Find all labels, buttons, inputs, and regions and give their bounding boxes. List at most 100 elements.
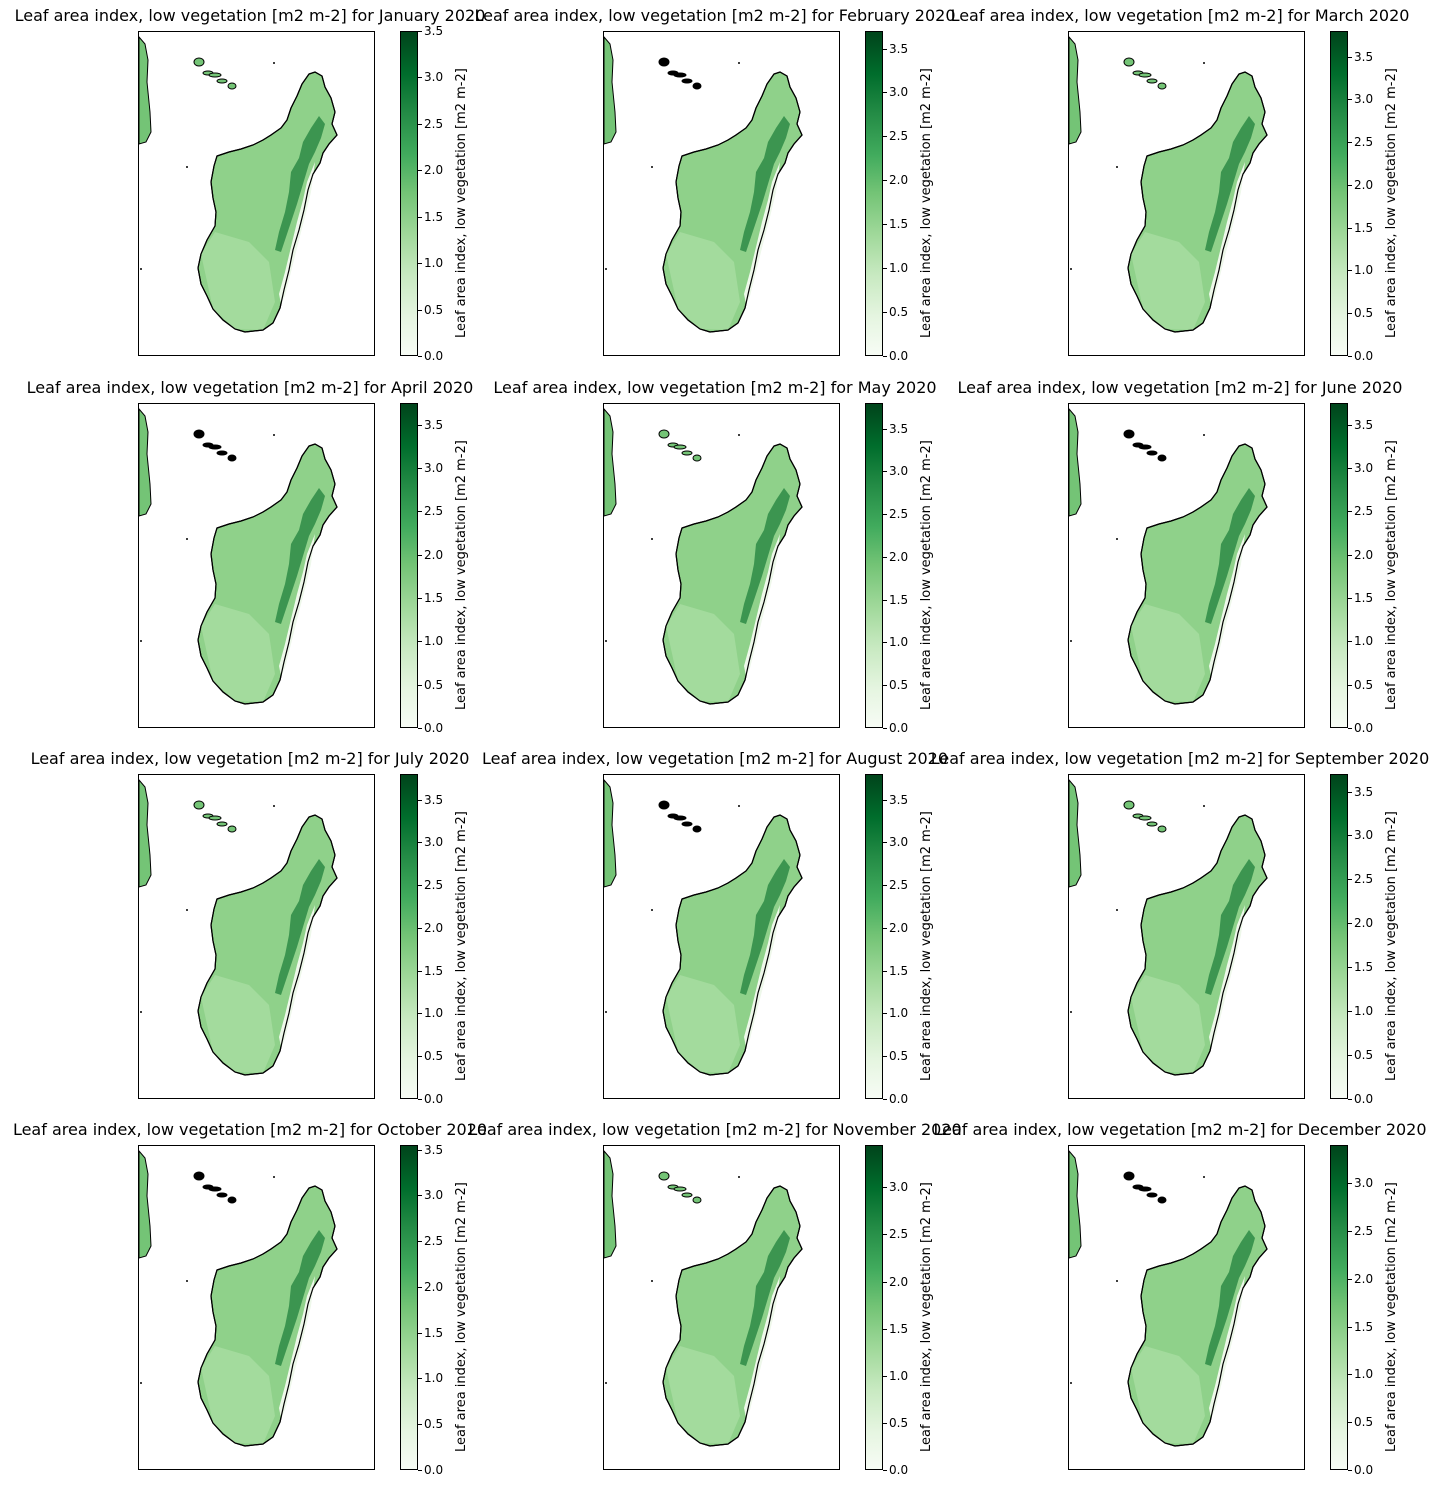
colorbar-tick-mark — [1348, 313, 1352, 314]
eastern-high-lai — [1205, 1230, 1255, 1366]
colorbar-tick-mark — [418, 728, 422, 729]
colorbar-tick-label: 2.0 — [889, 550, 909, 564]
colorbar — [865, 403, 883, 728]
colorbar-tick-label: 2.0 — [1354, 178, 1374, 192]
madagascar-map — [1069, 36, 1268, 333]
island — [681, 1192, 693, 1198]
panel-title: Leaf area index, low vegetation [m2 m-2]… — [481, 749, 949, 768]
island-dot — [1070, 268, 1072, 270]
colorbar-tick-label: 2.0 — [1354, 916, 1374, 930]
island-dot — [273, 434, 275, 436]
island — [1123, 1171, 1135, 1181]
colorbar-tick-label: 2.5 — [889, 878, 909, 892]
colorbar-tick-label: 0.0 — [424, 349, 444, 363]
island-dot — [273, 1176, 275, 1178]
panel-title: Leaf area index, low vegetation [m2 m-2]… — [468, 1120, 962, 1139]
island — [1138, 815, 1152, 821]
colorbar-label: Leaf area index, low vegetation [m2 m-2] — [1384, 68, 1399, 338]
colorbar-label: Leaf area index, low vegetation [m2 m-2] — [919, 1182, 934, 1452]
island-dot — [273, 62, 275, 64]
colorbar-tick-label: 3.0 — [1354, 461, 1374, 475]
colorbar-tick-label: 1.5 — [1354, 1320, 1374, 1334]
colorbar-label: Leaf area index, low vegetation [m2 m-2] — [919, 68, 934, 338]
island — [1138, 1186, 1152, 1192]
colorbar-tick-mark — [1348, 1055, 1352, 1056]
island — [681, 450, 693, 456]
panel-title: Leaf area index, low vegetation [m2 m-2]… — [30, 749, 470, 768]
colorbar-tick-mark — [1348, 555, 1352, 556]
colorbar-tick-label: 3.0 — [889, 85, 909, 99]
island — [681, 821, 693, 827]
colorbar-tick-label: 1.0 — [1354, 1367, 1374, 1381]
colorbar-tick-label: 2.0 — [424, 1280, 444, 1294]
colorbar-tick-mark — [418, 77, 422, 78]
colorbar-tick-label: 0.5 — [1354, 678, 1374, 692]
colorbar-tick-mark — [883, 557, 887, 558]
colorbar-tick-mark — [418, 425, 422, 426]
colorbar-tick-label: 0.0 — [424, 721, 444, 735]
coastline — [1127, 1185, 1268, 1447]
colorbar-tick-mark — [418, 641, 422, 642]
island — [681, 78, 693, 84]
island-dot — [1203, 805, 1205, 807]
colorbar — [1330, 774, 1348, 1099]
island — [692, 454, 702, 462]
colorbar-tick-label: 1.0 — [889, 1369, 909, 1383]
eastern-high-lai — [275, 859, 325, 995]
map-axes — [603, 1145, 840, 1470]
island — [208, 444, 222, 450]
colorbar-tick-label: 3.5 — [424, 793, 444, 807]
coastline — [197, 1185, 338, 1447]
colorbar-tick-label: 3.5 — [424, 1143, 444, 1157]
map-axes — [603, 403, 840, 728]
colorbar-tick-label: 2.0 — [424, 163, 444, 177]
southern-vegetation — [1131, 1346, 1205, 1444]
island — [1157, 825, 1167, 833]
colorbar-tick-label: 0.5 — [424, 303, 444, 317]
colorbar-tick-mark — [418, 1424, 422, 1425]
colorbar-tick-label: 1.0 — [1354, 1004, 1374, 1018]
colorbar-tick-label: 3.5 — [424, 418, 444, 432]
southern-vegetation — [666, 1346, 740, 1444]
colorbar-tick-mark — [418, 1378, 422, 1379]
colorbar-label: Leaf area index, low vegetation [m2 m-2] — [454, 1182, 469, 1452]
coastline — [197, 71, 338, 333]
madagascar-map — [1069, 779, 1268, 1076]
map-axes — [138, 31, 375, 356]
colorbar-tick-label: 2.5 — [424, 504, 444, 518]
southern-vegetation — [1131, 232, 1205, 330]
colorbar-tick-label: 1.5 — [424, 964, 444, 978]
island-dot — [1116, 166, 1118, 168]
eastern-high-lai — [275, 1230, 325, 1366]
colorbar-tick-label: 0.5 — [424, 1049, 444, 1063]
island — [1146, 1192, 1158, 1198]
island — [208, 1186, 222, 1192]
island — [673, 72, 687, 78]
colorbar-tick-label: 1.5 — [424, 1326, 444, 1340]
colorbar — [400, 403, 418, 728]
island-dot — [273, 805, 275, 807]
panel-title: Leaf area index, low vegetation [m2 m-2]… — [474, 6, 956, 25]
colorbar-tick-mark — [883, 1329, 887, 1330]
island — [208, 72, 222, 78]
colorbar-tick-mark — [883, 224, 887, 225]
island — [1123, 429, 1135, 439]
island — [1146, 821, 1158, 827]
colorbar-tick-label: 3.5 — [1354, 418, 1374, 432]
colorbar-tick-mark — [418, 1195, 422, 1196]
colorbar-tick-label: 2.5 — [424, 1234, 444, 1248]
colorbar-label: Leaf area index, low vegetation [m2 m-2] — [919, 811, 934, 1081]
island-dot — [1116, 1280, 1118, 1282]
island-dot — [1070, 1382, 1072, 1384]
island-dot — [605, 640, 607, 642]
island — [1146, 450, 1158, 456]
southern-vegetation — [666, 232, 740, 330]
colorbar-tick-label: 0.0 — [424, 1092, 444, 1106]
colorbar-tick-mark — [883, 928, 887, 929]
madagascar-map — [1069, 408, 1268, 705]
colorbar-label: Leaf area index, low vegetation [m2 m-2] — [1384, 440, 1399, 710]
colorbar-tick-label: 0.5 — [1354, 1415, 1374, 1429]
colorbar-tick-label: 0.0 — [1354, 721, 1374, 735]
island — [193, 429, 205, 439]
colorbar-tick-mark — [1348, 228, 1352, 229]
